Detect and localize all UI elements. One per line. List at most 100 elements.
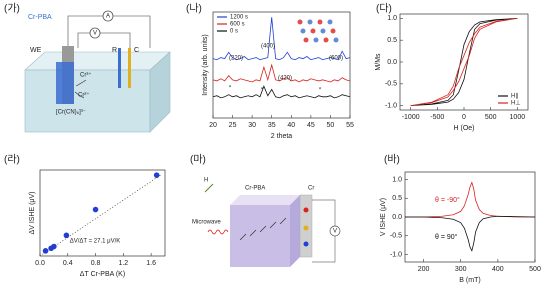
annotation: * — [229, 86, 232, 92]
panel-label: (마) — [190, 154, 206, 166]
y-tick-label: 0.5 — [392, 195, 402, 202]
x-tick-label: 300 — [455, 266, 467, 273]
x-axis-label: H (Oe) — [454, 125, 475, 132]
legend-label: H⊥ — [511, 100, 521, 107]
spin — [303, 225, 309, 231]
x-tick-label: 400 — [492, 266, 504, 273]
x-tick-label: 0 — [462, 114, 466, 121]
y-axis-label: V ISHE (μV) — [380, 198, 387, 236]
series-label: θ = 90° — [435, 233, 458, 241]
lattice-atom — [300, 28, 306, 34]
label: [Cr(CN)₆]³⁻ — [56, 110, 86, 116]
microwave — [207, 229, 229, 235]
point — [153, 172, 160, 178]
label: H — [204, 178, 208, 184]
x-tick-label: 30 — [248, 122, 256, 129]
spin — [303, 207, 309, 213]
x-tick-label: 1.2 — [118, 260, 128, 267]
label: V — [333, 229, 337, 235]
pba-block — [230, 205, 290, 267]
point — [51, 243, 57, 250]
y-tick-label: 0.0 — [387, 59, 397, 66]
x-axis-label: B (mT) — [459, 277, 480, 284]
series-line — [405, 181, 535, 218]
x-tick-label: 45 — [307, 122, 315, 129]
annotation: ΔV/ΔT = 27.1 μV/K — [70, 239, 121, 245]
annotation: (220) — [229, 56, 243, 62]
ref-electrode — [118, 48, 121, 88]
y-axis-label: M/Ms — [375, 53, 382, 71]
panel-label: (가) — [4, 3, 20, 15]
wire — [77, 32, 131, 48]
annotation: (420) — [278, 76, 292, 82]
lattice-atom — [307, 19, 313, 25]
plot-frame — [399, 13, 529, 111]
label: Cr — [308, 186, 314, 192]
panel-label: (바) — [384, 154, 400, 166]
label: Cr²⁺ — [78, 92, 90, 99]
arrow — [74, 79, 87, 99]
x-tick-label: 1.6 — [146, 260, 156, 267]
x-tick-label: 200 — [418, 266, 430, 273]
label: Cr³⁺ — [80, 72, 92, 79]
y-tick-label: -0.5 — [385, 81, 397, 88]
annotation: (600) — [329, 56, 343, 62]
label: Cr-PBA — [28, 14, 52, 21]
voltmeter — [89, 27, 101, 39]
x-tick-label: 25 — [229, 122, 237, 129]
cr-pba-film — [56, 62, 74, 104]
plot-frame — [39, 169, 166, 257]
y-tick-label: -1.0 — [390, 251, 402, 258]
x-tick-label: -1000 — [402, 114, 420, 121]
label: WE — [30, 47, 42, 54]
spins — [239, 217, 287, 241]
y-axis-label: ΔV ISHE (μV) — [29, 192, 36, 235]
y-axis-label: Intensity (arb. units) — [202, 34, 209, 95]
label: R — [112, 47, 117, 54]
x-axis-label: ΔT Cr-PBA (K) — [80, 271, 125, 278]
legend-label: 0 s — [230, 29, 238, 35]
lattice-atom — [330, 28, 336, 34]
annotation: * — [319, 88, 322, 94]
panel-label: (라) — [4, 154, 20, 166]
x-tick-label: 500 — [529, 266, 541, 273]
fit-line — [39, 174, 162, 257]
legend-label: 1200 s — [230, 15, 248, 21]
tank-front — [24, 69, 151, 133]
series-line — [410, 17, 518, 107]
tank-side — [149, 51, 171, 133]
annotation: * — [261, 88, 264, 94]
pba-side — [290, 195, 300, 267]
y-tick-label: 1.0 — [387, 15, 397, 22]
lattice-atom — [297, 19, 303, 25]
point — [42, 248, 49, 254]
voltmeter — [329, 225, 341, 237]
panel-label: (다) — [376, 3, 392, 15]
label: Microwave — [192, 220, 221, 226]
counter-electrode — [128, 48, 131, 88]
lattice-atom — [323, 37, 329, 43]
x-tick-label: 1000 — [510, 114, 526, 121]
series-line — [212, 63, 351, 83]
y-tick-label: -1.0 — [385, 102, 397, 109]
series-line — [410, 17, 518, 107]
tank-top — [24, 51, 171, 71]
lattice-atom — [310, 28, 316, 34]
series-line — [212, 17, 351, 61]
lattice-atom — [303, 37, 309, 43]
x-tick-label: 0.8 — [91, 260, 101, 267]
field-arrow — [204, 183, 214, 193]
lattice-atom — [333, 37, 339, 43]
x-tick-label: 0.4 — [63, 260, 73, 267]
pba-top — [230, 195, 300, 205]
series-line — [405, 215, 536, 252]
voltmeter-label: V — [93, 31, 97, 37]
x-tick-label: 0.0 — [35, 260, 45, 267]
legend-label: 600 s — [230, 22, 245, 28]
ammeter-label: A — [106, 14, 110, 20]
lattice-atom — [313, 37, 319, 43]
electrochem-schematic: (가) A V Cr-PBA WE R C Cr³⁺ Cr²⁺ [Cr(CN)₆… — [4, 3, 171, 133]
x-tick-label: 500 — [485, 114, 497, 121]
fmr-schematic: (마) H Cr-PBA Cr Microwave V — [190, 154, 341, 267]
legend-label: H∥ — [511, 93, 518, 100]
